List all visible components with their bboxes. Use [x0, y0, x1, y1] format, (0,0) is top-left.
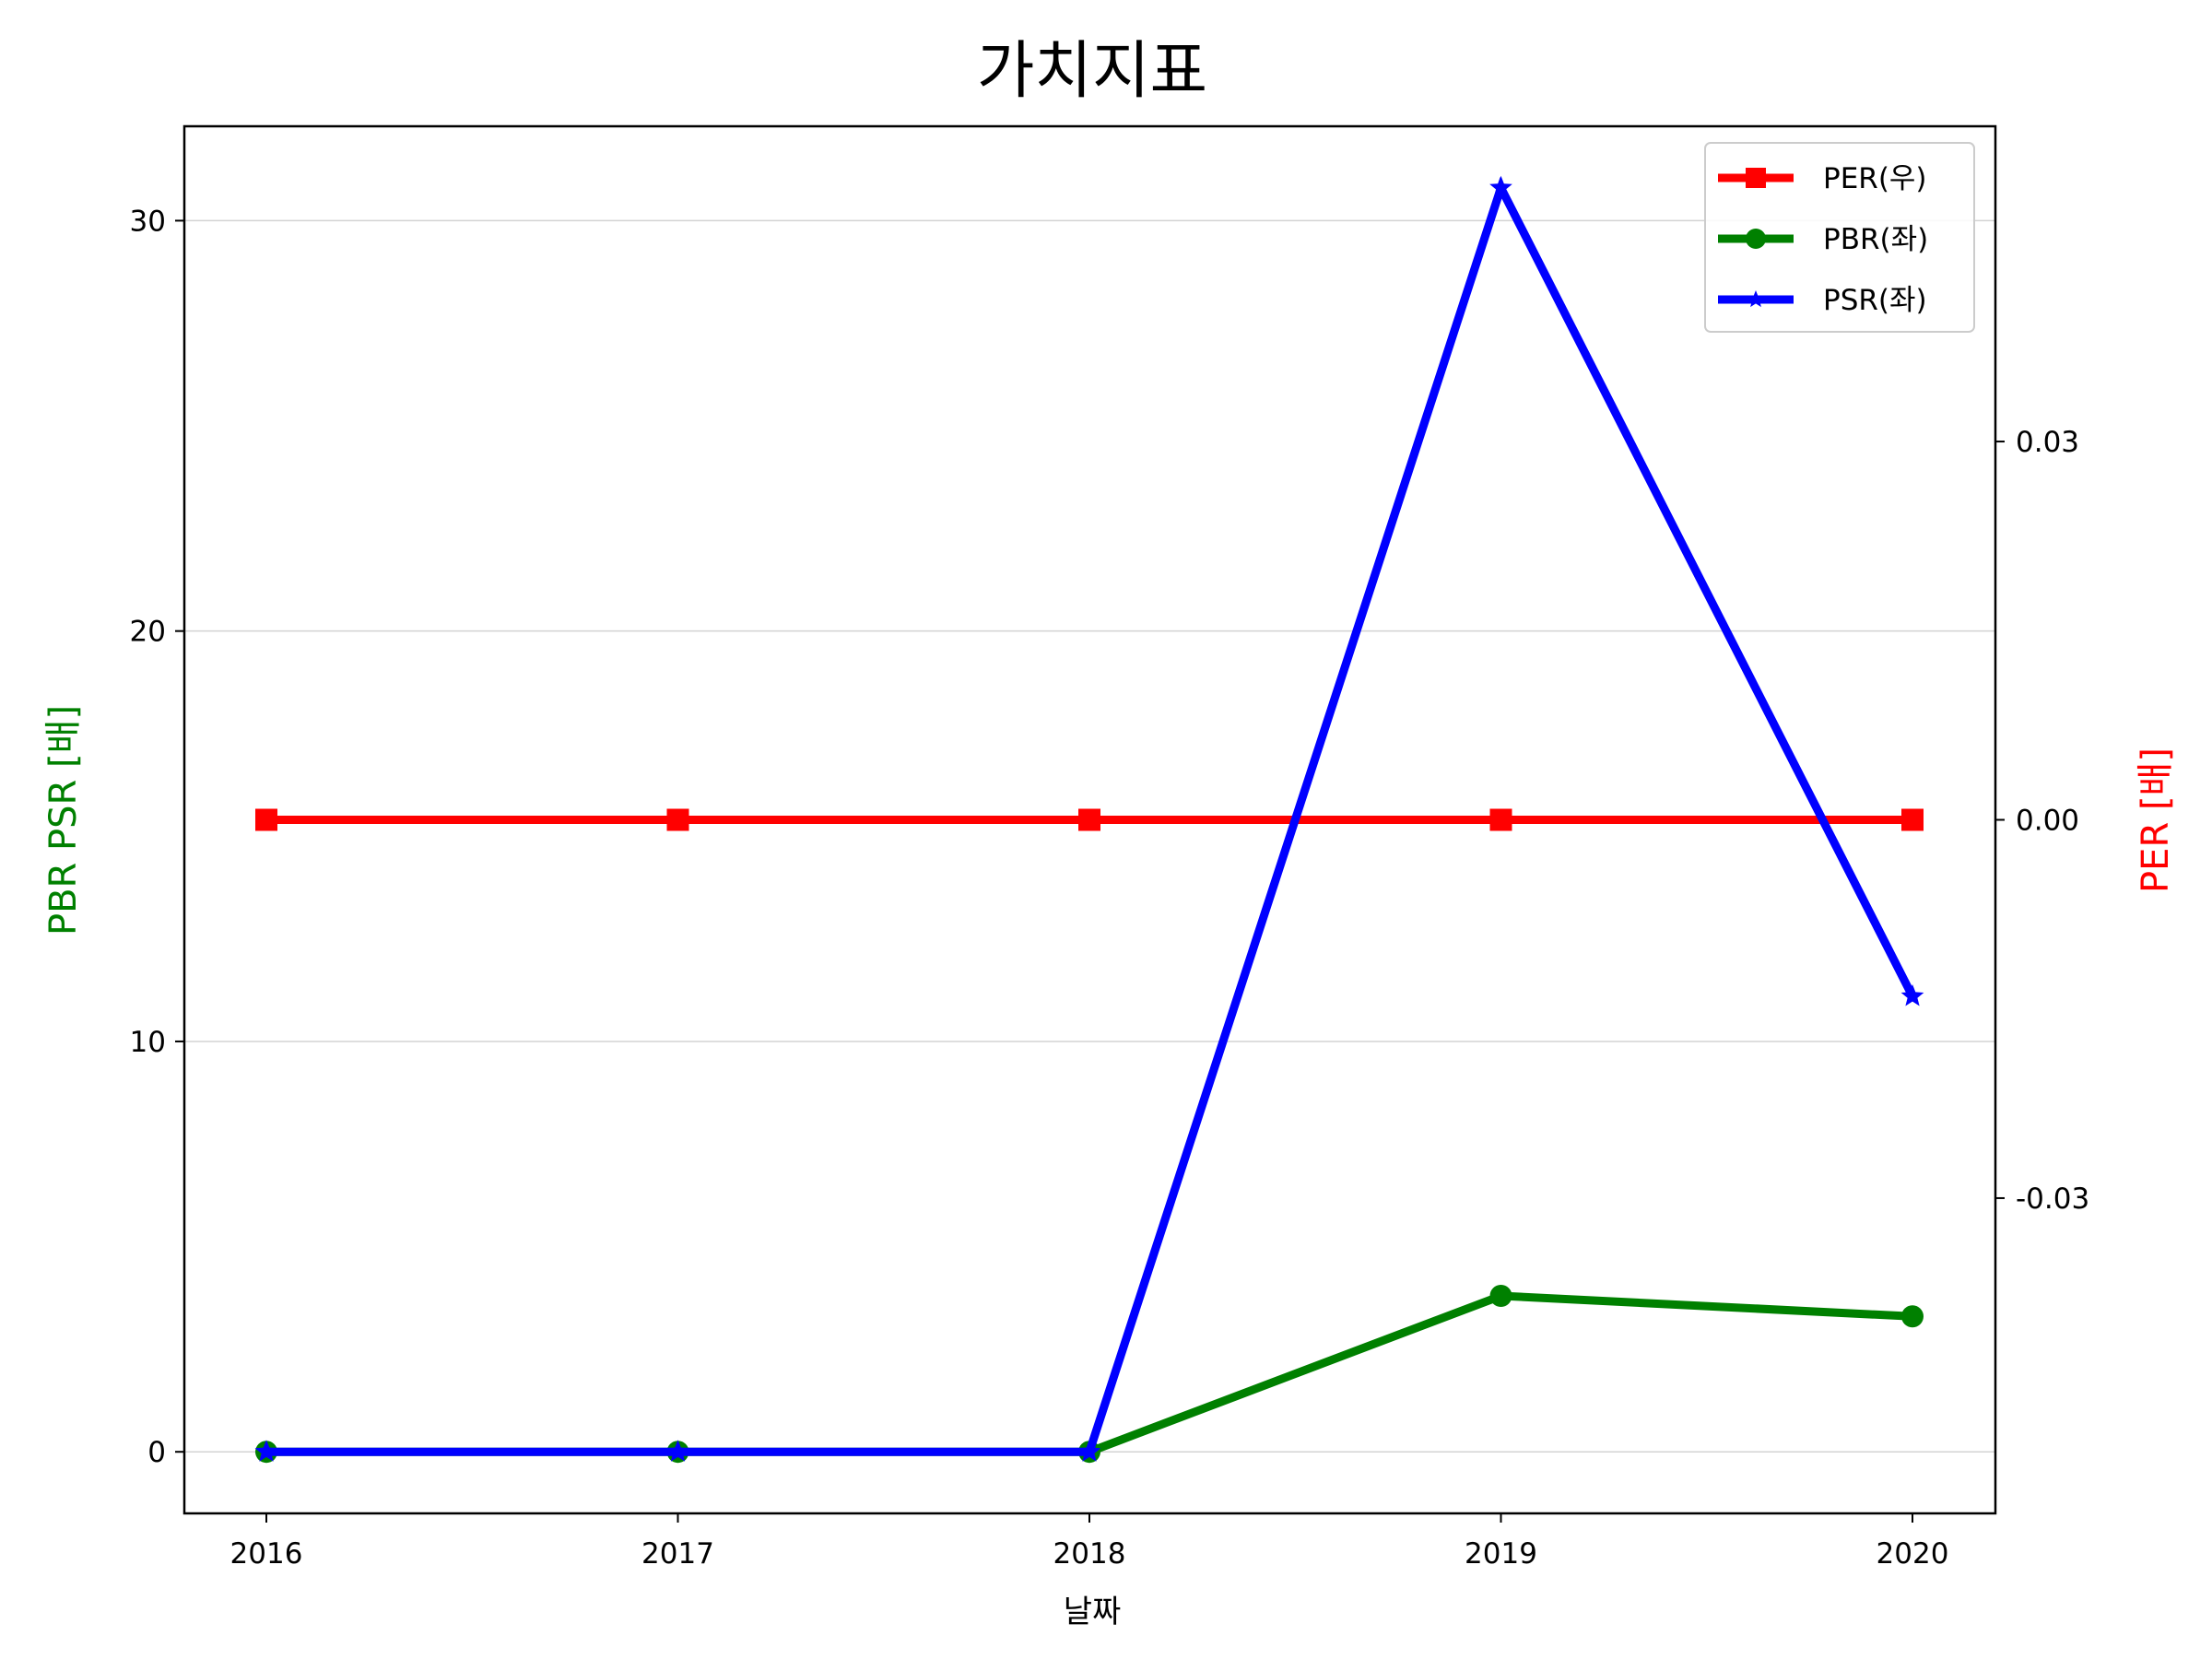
- data-point-marker: [1901, 808, 1924, 831]
- y-left-tick-label: 0: [147, 1436, 166, 1469]
- grid-lines: [184, 219, 1995, 1453]
- y-left-tick-label: 20: [130, 616, 166, 649]
- data-point-marker: [1747, 290, 1765, 308]
- data-point-marker: [1746, 168, 1766, 188]
- legend: PER(우) PBR(좌) PSR(좌): [1704, 142, 1975, 333]
- legend-item: PER(우): [1718, 162, 1927, 195]
- x-tick-label: 2018: [1053, 1537, 1126, 1571]
- x-tick-label: 2017: [641, 1537, 714, 1571]
- legend-label: PBR(좌): [1823, 223, 1928, 256]
- data-point-marker: [255, 808, 277, 831]
- series-PER(우): [255, 808, 1924, 831]
- x-tick-label: 2016: [230, 1537, 303, 1571]
- data-point-marker: [666, 1440, 689, 1462]
- data-point-marker: [1746, 229, 1766, 249]
- x-tick-label: 2019: [1465, 1537, 1537, 1571]
- series-PBR(좌): [255, 1285, 1924, 1464]
- y-right-tick-label: -0.03: [2016, 1182, 2089, 1216]
- legend-label: PSR(좌): [1823, 284, 1927, 317]
- legend-item: PSR(좌): [1718, 284, 1927, 317]
- legend-label: PER(우): [1823, 162, 1927, 195]
- data-point-marker: [1901, 1305, 1924, 1328]
- x-axis: 2016 2017 2018 2019 2020: [230, 1513, 1949, 1571]
- series-PSR(좌): [254, 175, 1924, 1462]
- data-point-marker: [1900, 983, 1924, 1006]
- y-axis-left-label: PBR PSR [배]: [42, 705, 85, 935]
- x-tick-label: 2020: [1877, 1537, 1949, 1571]
- y-right-tick-label: 0.03: [2016, 426, 2079, 459]
- y-right-tick-label: 0.00: [2016, 805, 2079, 838]
- y-axis-right: -0.03 0.00 0.03: [1995, 426, 2089, 1216]
- legend-item: PBR(좌): [1718, 223, 1928, 256]
- y-left-tick-label: 30: [130, 205, 166, 238]
- data-point-marker: [1489, 1285, 1512, 1308]
- data-point-marker: [666, 808, 689, 831]
- chart-title: 가치지표: [977, 35, 1207, 108]
- x-axis-label: 날짜: [1064, 1594, 1122, 1630]
- y-left-tick-label: 10: [130, 1026, 166, 1059]
- legend-frame: [1704, 142, 1975, 333]
- data-point-marker: [1078, 808, 1100, 831]
- series-line: [266, 1291, 1913, 1456]
- y-axis-right-label: PER [배]: [2135, 747, 2177, 893]
- data-point-marker: [1489, 808, 1512, 831]
- y-axis-left: 0 10 20 30: [130, 205, 184, 1469]
- series-layer: [254, 175, 1924, 1464]
- data-point-marker: [1489, 175, 1512, 198]
- data-point-marker: [254, 1440, 278, 1462]
- data-point-marker: [1077, 1440, 1101, 1462]
